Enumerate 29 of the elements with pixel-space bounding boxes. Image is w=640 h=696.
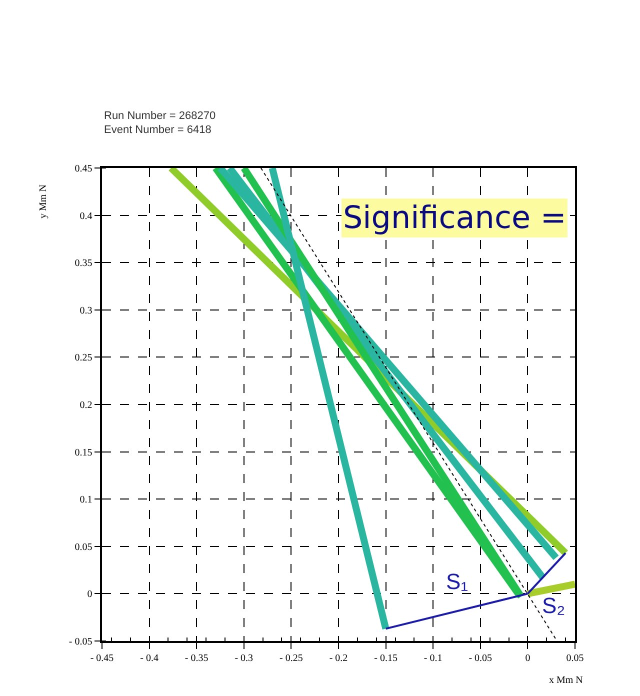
- y-axis-title: y Mm N: [38, 184, 50, 218]
- y-tick-label: 0.05: [74, 542, 92, 553]
- y-tick-label: 0.4: [80, 210, 92, 222]
- annotation: S₂: [542, 593, 566, 618]
- y-tick-label: 0.35: [74, 258, 92, 270]
- y-tick-label: 0.15: [74, 447, 92, 458]
- annotation: S₁: [446, 569, 468, 594]
- x-tick-label: - 0.05: [468, 652, 492, 664]
- x-tick-label: - 0.2: [329, 652, 348, 664]
- y-tick-label: 0.45: [74, 164, 92, 174]
- x-tick-label: - 0.4: [140, 652, 158, 664]
- x-tick-label: 0.05: [566, 652, 584, 664]
- y-tick-label: 0.1: [80, 494, 92, 506]
- y-tick-label: 0.25: [74, 352, 92, 364]
- x-tick-label: - 0.1: [424, 652, 442, 664]
- y-tick-label: 0.2: [80, 400, 92, 411]
- x-tick-label: - 0.25: [280, 652, 303, 664]
- text: Event Number = 6418: [104, 124, 212, 136]
- text: Run Number = 268270: [104, 110, 216, 122]
- annotation: Significance =: [343, 200, 566, 236]
- x-axis-title: x Mm N: [549, 675, 583, 686]
- x-tick-label: 0: [525, 652, 530, 664]
- y-tick-label: 0.3: [80, 305, 92, 316]
- y-tick-label: - 0.05: [68, 636, 92, 648]
- x-tick-label: - 0.35: [184, 652, 208, 664]
- x-tick-label: - 0.15: [374, 652, 398, 664]
- x-tick-label: - 0.45: [90, 652, 114, 664]
- y-tick-label: 0: [87, 589, 92, 600]
- x-tick-label: - 0.3: [234, 652, 254, 664]
